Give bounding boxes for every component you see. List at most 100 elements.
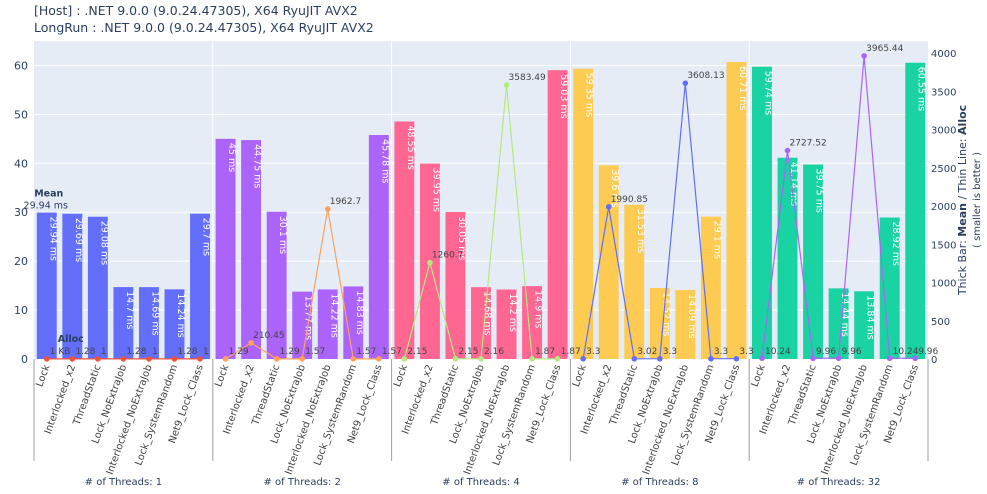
alloc-marker [324, 206, 331, 212]
y-right-tick-label: 2500 [931, 164, 956, 175]
alloc-marker [759, 355, 765, 362]
group-label: # of Threads: 32 [797, 477, 881, 488]
mean-bar [624, 204, 645, 359]
y-right-axis-title: Thick Bar: Mean / Thin Line: Alloc( smal… [956, 105, 983, 296]
alloc-value-label: 3.3 [739, 347, 753, 357]
alloc-annotation-title: Alloc [58, 334, 84, 345]
alloc-marker [580, 355, 586, 362]
y-right-axis-title-part: Mean [956, 203, 969, 237]
alloc-value-label: 1.28 [177, 347, 197, 357]
mean-annotation-title: Mean [34, 189, 63, 200]
mean-value-label: 59.74 ms [762, 71, 773, 115]
mean-value-label: 39.6 ms [609, 169, 620, 207]
mean-bar [879, 217, 900, 359]
mean-value-label: 60.71 ms [737, 66, 748, 110]
mean-bar [266, 211, 287, 359]
alloc-marker [43, 356, 50, 362]
mean-bar [317, 289, 338, 359]
mean-bar [803, 164, 824, 359]
alloc-value-label: 1 KB [50, 347, 71, 357]
alloc-value-label: 1.28 [75, 347, 95, 357]
alloc-marker [682, 80, 689, 86]
alloc-marker [708, 355, 714, 362]
alloc-value-label: 1.28 [126, 347, 146, 357]
mean-value-label: 59.35 ms [584, 73, 595, 117]
alloc-value-label: 2727.52 [790, 139, 827, 149]
alloc-marker [605, 204, 612, 210]
mean-value-label: 29.08 ms [98, 221, 109, 265]
alloc-marker [784, 147, 791, 154]
mean-value-label: 28.92 ms [890, 222, 901, 266]
alloc-value-label: 9.96 [816, 347, 836, 357]
alloc-marker [886, 355, 893, 362]
alloc-value-label: 1 [152, 347, 158, 357]
mean-bar [241, 140, 262, 359]
y-right-tick-label: 500 [931, 317, 950, 328]
x-category-label: Lock [571, 363, 589, 388]
y-right-tick-label: 3500 [931, 87, 956, 98]
alloc-value-label: 3583.49 [509, 73, 546, 83]
alloc-value-label: 10.24 [765, 347, 791, 357]
mean-value-label: 14.9 ms [533, 290, 544, 328]
mean-value-label: 29.7 ms [201, 218, 212, 256]
alloc-value-label: 210.45 [253, 331, 285, 341]
alloc-value-label: 1260.7 [432, 251, 464, 261]
y-left-tick-label: 10 [14, 304, 28, 317]
mean-value-label: 14.24 ms [175, 293, 186, 337]
mean-annotation-value: 29.94 ms [24, 201, 68, 212]
mean-value-label: 29.94 ms [47, 217, 58, 261]
mean-bar [445, 211, 466, 359]
alloc-value-label: 1990.85 [611, 195, 648, 205]
alloc-marker [835, 355, 842, 362]
alloc-value-label: 2.15 [458, 347, 478, 357]
group-label: # of Threads: 4 [442, 477, 519, 488]
y-left-tick-label: 0 [21, 353, 28, 366]
alloc-marker [299, 356, 306, 362]
alloc-marker [171, 356, 178, 362]
mean-bar [87, 216, 108, 359]
mean-value-label: 29.1 ms [711, 221, 722, 259]
alloc-marker [248, 340, 254, 346]
alloc-value-label: 3.3 [663, 347, 677, 357]
alloc-value-label: 1 [101, 347, 107, 357]
mean-bar [138, 287, 159, 359]
mean-value-label: 45.78 ms [379, 139, 390, 183]
alloc-value-label: 1.29 [229, 347, 249, 357]
y-right-axis-title-line: Thick Bar: Mean / Thin Line: Alloc [956, 105, 969, 296]
alloc-marker [861, 53, 867, 59]
alloc-marker [376, 356, 382, 362]
alloc-marker [350, 356, 357, 362]
alloc-value-label: 1.57 [356, 347, 376, 357]
mean-bar [292, 291, 313, 359]
mean-value-label: 29.69 ms [73, 218, 84, 262]
alloc-marker [273, 356, 280, 362]
y-right-tick-label: 3000 [931, 126, 956, 137]
alloc-value-label: 9.96 [918, 347, 938, 357]
mean-value-label: 14.7 ms [124, 291, 135, 329]
mean-bar [368, 135, 389, 359]
mean-value-label: 14.52 ms [660, 292, 671, 336]
alloc-marker [146, 356, 152, 362]
alloc-value-label: 3608.13 [687, 71, 724, 81]
alloc-value-label: 10.24 [893, 347, 919, 357]
y-right-axis-subtitle: ( smaller is better ) [972, 152, 983, 248]
mean-bar [394, 121, 415, 360]
mean-bar [700, 216, 721, 359]
mean-bar [573, 68, 594, 359]
mean-value-label: 30.05 ms [456, 216, 467, 260]
y-right-tick-label: 1000 [931, 279, 956, 290]
host-info-line: [Host] : .NET 9.0.0 (9.0.24.47305), X64 … [34, 3, 358, 18]
y-left-tick-label: 60 [14, 59, 28, 72]
alloc-value-label: 1.87 [535, 347, 555, 357]
alloc-value-label: 9.96 [842, 347, 862, 357]
alloc-marker [631, 355, 638, 362]
alloc-marker [222, 356, 229, 362]
alloc-value-label: 3.02 [637, 347, 657, 357]
alloc-marker [120, 356, 127, 362]
mean-value-label: 39.95 ms [430, 168, 441, 212]
mean-value-label: 13.84 ms [865, 295, 876, 339]
x-category-label: Lock [750, 363, 768, 388]
x-category-label: Lock [34, 363, 52, 388]
mean-value-label: 31.53 ms [635, 209, 646, 253]
